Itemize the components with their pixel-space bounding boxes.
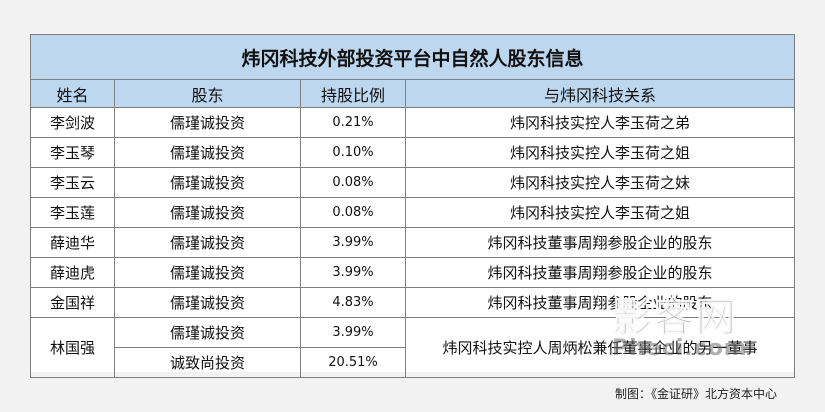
cell-pct: 3.99% bbox=[300, 257, 406, 288]
cell-holder: 儒瑾诚投资 bbox=[114, 257, 301, 288]
col-header-relation: 与炜冈科技关系 bbox=[404, 79, 796, 108]
table-title: 炜冈科技外部投资平台中自然人股东信息 bbox=[29, 34, 796, 80]
source-caption: 制图：《金证研》北方资本中心 bbox=[614, 387, 777, 401]
cell-holder: 儒瑾诚投资 bbox=[114, 317, 301, 348]
table-row-merged: 林国强 儒瑾诚投资 3.99% 炜冈科技实控人周炳松兼任董事企业的另一董事 bbox=[30, 317, 796, 378]
cell-holder: 儒瑾诚投资 bbox=[114, 107, 301, 138]
cell-name: 李玉琴 bbox=[30, 137, 115, 168]
shareholder-table: 炜冈科技外部投资平台中自然人股东信息 姓名 股东 持股比例 与炜冈科技关系 李剑… bbox=[29, 34, 796, 378]
table-row: 金国祥 儒瑾诚投资 4.83% 炜冈科技董事周翔参股企业的股东 bbox=[30, 287, 796, 318]
cell-name-merged: 林国强 bbox=[30, 317, 115, 378]
cell-relation: 炜冈科技实控人李玉荷之姐 bbox=[404, 137, 796, 168]
cell-pct: 3.99% bbox=[300, 317, 406, 348]
table-row: 李玉莲 儒瑾诚投资 0.08% 炜冈科技实控人李玉荷之姐 bbox=[30, 197, 796, 228]
cell-relation: 炜冈科技董事周翔参股企业的股东 bbox=[404, 257, 796, 288]
cell-pct: 4.83% bbox=[300, 287, 406, 318]
cell-pct: 0.08% bbox=[300, 197, 406, 228]
cell-relation: 炜冈科技实控人李玉荷之妹 bbox=[404, 167, 796, 198]
table-row: 李玉琴 儒瑾诚投资 0.10% 炜冈科技实控人李玉荷之姐 bbox=[30, 137, 796, 168]
cell-pct: 20.51% bbox=[300, 347, 406, 378]
table-row: 薛迪华 儒瑾诚投资 3.99% 炜冈科技董事周翔参股企业的股东 bbox=[30, 227, 796, 258]
table-row: 薛迪虎 儒瑾诚投资 3.99% 炜冈科技董事周翔参股企业的股东 bbox=[30, 257, 796, 288]
col-header-holder: 股东 bbox=[114, 79, 301, 108]
cell-relation: 炜冈科技董事周翔参股企业的股东 bbox=[404, 287, 796, 318]
cell-holder: 儒瑾诚投资 bbox=[114, 137, 301, 168]
cell-holder: 儒瑾诚投资 bbox=[114, 227, 301, 258]
cell-relation: 炜冈科技董事周翔参股企业的股东 bbox=[404, 227, 796, 258]
cell-pct: 0.10% bbox=[300, 137, 406, 168]
info-table-frame: 炜冈科技外部投资平台中自然人股东信息 姓名 股东 持股比例 与炜冈科技关系 李剑… bbox=[29, 34, 796, 378]
cell-pct: 3.99% bbox=[300, 227, 406, 258]
cell-relation: 炜冈科技实控人李玉荷之弟 bbox=[404, 107, 796, 138]
cell-relation-merged: 炜冈科技实控人周炳松兼任董事企业的另一董事 bbox=[404, 317, 796, 378]
table-row: 李剑波 儒瑾诚投资 0.21% 炜冈科技实控人李玉荷之弟 bbox=[30, 107, 796, 138]
cell-holder: 诚致尚投资 bbox=[114, 347, 301, 378]
cell-name: 李玉云 bbox=[30, 167, 115, 198]
cell-holder: 儒瑾诚投资 bbox=[114, 287, 301, 318]
cell-pct: 0.08% bbox=[300, 167, 406, 198]
cell-name: 金国祥 bbox=[30, 287, 115, 318]
table-row: 李玉云 儒瑾诚投资 0.08% 炜冈科技实控人李玉荷之妹 bbox=[30, 167, 796, 198]
cell-name: 薛迪华 bbox=[30, 227, 115, 258]
cell-holder: 儒瑾诚投资 bbox=[114, 197, 301, 228]
cell-holder: 儒瑾诚投资 bbox=[114, 167, 301, 198]
cell-name: 李玉莲 bbox=[30, 197, 115, 228]
cell-pct: 0.21% bbox=[300, 107, 406, 138]
cell-name: 李剑波 bbox=[30, 107, 115, 138]
col-header-name: 姓名 bbox=[30, 79, 115, 108]
cell-relation: 炜冈科技实控人李玉荷之姐 bbox=[404, 197, 796, 228]
cell-name: 薛迪虎 bbox=[30, 257, 115, 288]
col-header-pct: 持股比例 bbox=[300, 79, 406, 108]
table-row: 诚致尚投资 20.51% bbox=[31, 347, 795, 378]
